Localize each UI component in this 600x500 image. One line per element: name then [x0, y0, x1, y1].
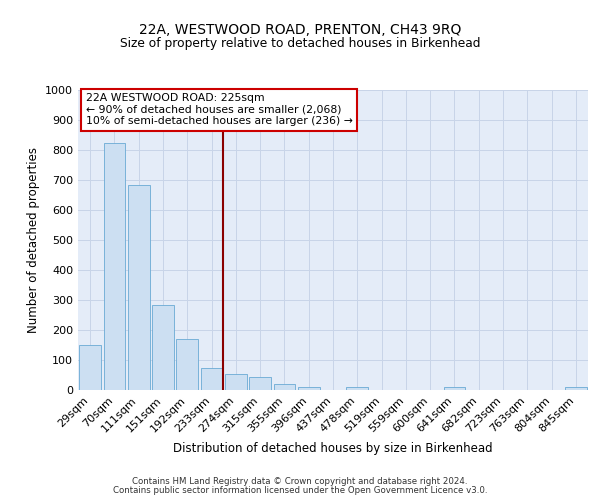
Bar — [274, 384, 295, 390]
Bar — [176, 339, 198, 390]
Bar — [128, 184, 149, 390]
Text: Size of property relative to detached houses in Birkenhead: Size of property relative to detached ho… — [120, 38, 480, 51]
Text: 22A WESTWOOD ROAD: 225sqm
← 90% of detached houses are smaller (2,068)
10% of se: 22A WESTWOOD ROAD: 225sqm ← 90% of detac… — [86, 93, 353, 126]
Bar — [79, 345, 101, 390]
Text: Contains public sector information licensed under the Open Government Licence v3: Contains public sector information licen… — [113, 486, 487, 495]
Text: Contains HM Land Registry data © Crown copyright and database right 2024.: Contains HM Land Registry data © Crown c… — [132, 477, 468, 486]
Bar — [249, 376, 271, 390]
Bar — [298, 387, 320, 390]
Bar — [443, 387, 466, 390]
Bar — [104, 142, 125, 390]
Bar — [152, 304, 174, 390]
Text: 22A, WESTWOOD ROAD, PRENTON, CH43 9RQ: 22A, WESTWOOD ROAD, PRENTON, CH43 9RQ — [139, 22, 461, 36]
Bar — [565, 387, 587, 390]
Bar — [225, 374, 247, 390]
Bar — [200, 368, 223, 390]
Y-axis label: Number of detached properties: Number of detached properties — [26, 147, 40, 333]
X-axis label: Distribution of detached houses by size in Birkenhead: Distribution of detached houses by size … — [173, 442, 493, 455]
Bar — [346, 387, 368, 390]
